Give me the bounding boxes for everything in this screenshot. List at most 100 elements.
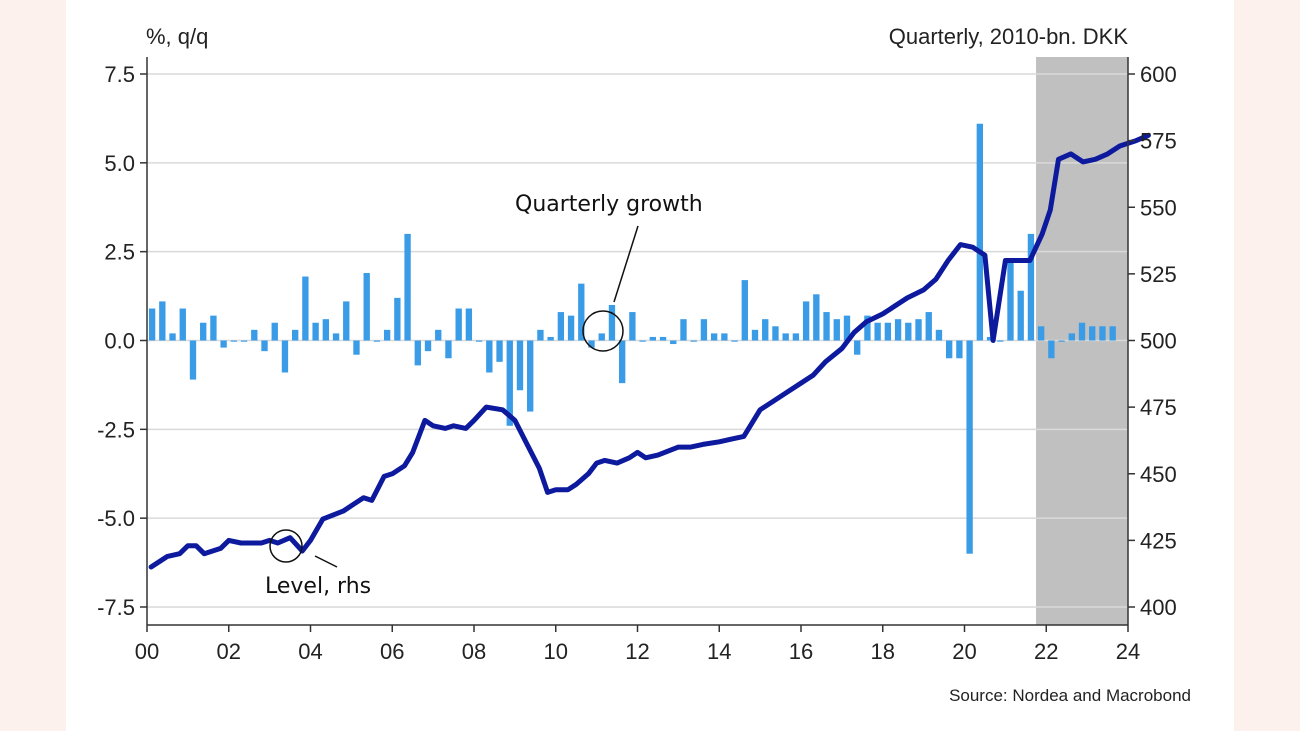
growth-bar xyxy=(302,276,309,341)
growth-bar xyxy=(220,340,227,348)
left-tick-label: 0.0 xyxy=(104,329,135,354)
growth-bar xyxy=(486,340,493,373)
growth-bar xyxy=(915,319,922,341)
x-tick-label: 22 xyxy=(1034,639,1058,664)
growth-bar xyxy=(751,329,759,341)
growth-bar xyxy=(823,312,830,341)
growth-bar xyxy=(802,301,810,341)
growth-bar xyxy=(772,326,779,341)
growth-bar xyxy=(721,333,728,341)
right-tick-label: 525 xyxy=(1140,262,1177,287)
chart-svg: 7.5 5.0 2.5 0.0 -2.5 -5.0 -7.5 600 575 550 525 500 4… xyxy=(97,24,1191,705)
growth-bar xyxy=(578,283,585,341)
growth-bar xyxy=(976,123,983,341)
x-tick-label: 12 xyxy=(625,639,649,664)
line-annotation: Level, rhs xyxy=(265,529,371,599)
left-tick-label: -7.5 xyxy=(97,595,135,620)
growth-bar xyxy=(690,340,697,342)
growth-bar xyxy=(516,340,524,391)
growth-bar xyxy=(1058,340,1065,342)
growth-bar xyxy=(230,340,238,342)
growth-bar xyxy=(445,340,452,359)
left-tick-label: 5.0 xyxy=(104,151,135,176)
growth-bar xyxy=(210,315,217,341)
growth-bar xyxy=(833,319,840,341)
growth-bar xyxy=(731,340,738,342)
growth-bar xyxy=(383,329,391,341)
growth-bar xyxy=(557,312,565,341)
growth-bar xyxy=(854,340,861,355)
growth-bar xyxy=(169,333,176,341)
right-tick-label: 575 xyxy=(1140,129,1177,154)
growth-bar xyxy=(148,308,156,341)
growth-bar xyxy=(986,336,994,341)
growth-bar xyxy=(956,340,963,359)
x-tick-label: 04 xyxy=(298,639,322,664)
growth-bar xyxy=(864,315,871,341)
growth-bar xyxy=(475,340,483,342)
growth-bar xyxy=(639,340,646,342)
growth-bar xyxy=(455,308,462,341)
x-tick-label: 24 xyxy=(1116,639,1140,664)
growth-bar xyxy=(547,336,554,341)
growth-bar xyxy=(1099,326,1106,341)
line-annotation-circle xyxy=(269,529,303,563)
bar-annotation-label: Quarterly growth xyxy=(515,192,703,217)
growth-bar xyxy=(261,340,268,352)
x-tick-label: 14 xyxy=(707,639,731,664)
x-tick-label: 20 xyxy=(952,639,976,664)
growth-bar xyxy=(271,322,278,341)
growth-bar xyxy=(281,340,289,373)
growth-bar xyxy=(608,304,616,341)
right-axis-unit: Quarterly, 2010-bn. DKK xyxy=(889,24,1129,49)
growth-bar xyxy=(179,308,186,341)
growth-bar xyxy=(700,319,708,341)
growth-bar xyxy=(343,301,350,341)
growth-bar xyxy=(353,340,360,355)
growth-bar xyxy=(588,340,595,348)
x-tick-label: 18 xyxy=(871,639,895,664)
level-line xyxy=(148,132,1151,570)
right-tick-label: 550 xyxy=(1140,195,1177,220)
growth-bar xyxy=(884,322,892,341)
right-tick-label: 600 xyxy=(1140,62,1177,87)
growth-bar xyxy=(629,312,636,341)
bar-annotation-pointer xyxy=(613,225,639,303)
growth-bar xyxy=(894,319,902,341)
growth-bar xyxy=(322,319,329,341)
growth-bar xyxy=(414,340,421,366)
bar-annotation-circle xyxy=(582,310,624,352)
bar-annotation: Quarterly growth xyxy=(515,192,703,352)
growth-bar xyxy=(1027,233,1035,341)
growth-bar xyxy=(496,340,503,362)
growth-bar xyxy=(1048,340,1055,359)
growth-bar xyxy=(813,294,820,341)
growth-bar xyxy=(659,336,667,341)
growth-bar xyxy=(935,329,943,341)
x-tick-label: 10 xyxy=(544,639,568,664)
growth-bar xyxy=(925,312,932,341)
right-tick-label: 450 xyxy=(1140,462,1177,487)
growth-bar xyxy=(782,333,789,341)
line-annotation-pointer xyxy=(314,555,338,568)
x-tick-label: 00 xyxy=(135,639,159,664)
growth-bar xyxy=(874,322,881,341)
growth-bar xyxy=(649,336,656,341)
growth-bar xyxy=(537,329,544,341)
left-tick-label: 2.5 xyxy=(104,240,135,265)
growth-bar xyxy=(905,322,912,341)
growth-bar xyxy=(843,315,851,341)
growth-bar xyxy=(200,322,207,341)
chart-frame: 7.5 5.0 2.5 0.0 -2.5 -5.0 -7.5 600 575 550 525 500 4… xyxy=(66,0,1234,731)
growth-bar xyxy=(946,340,953,359)
growth-bar xyxy=(527,340,534,412)
x-tick-label: 06 xyxy=(380,639,404,664)
growth-bar xyxy=(598,333,605,341)
growth-bar xyxy=(792,333,800,341)
growth-bar xyxy=(251,329,258,341)
growth-bar xyxy=(159,301,166,341)
growth-bar xyxy=(1037,326,1045,341)
growth-bar xyxy=(1017,290,1024,341)
right-tick-label: 500 xyxy=(1140,329,1177,354)
growth-bar xyxy=(567,315,575,341)
